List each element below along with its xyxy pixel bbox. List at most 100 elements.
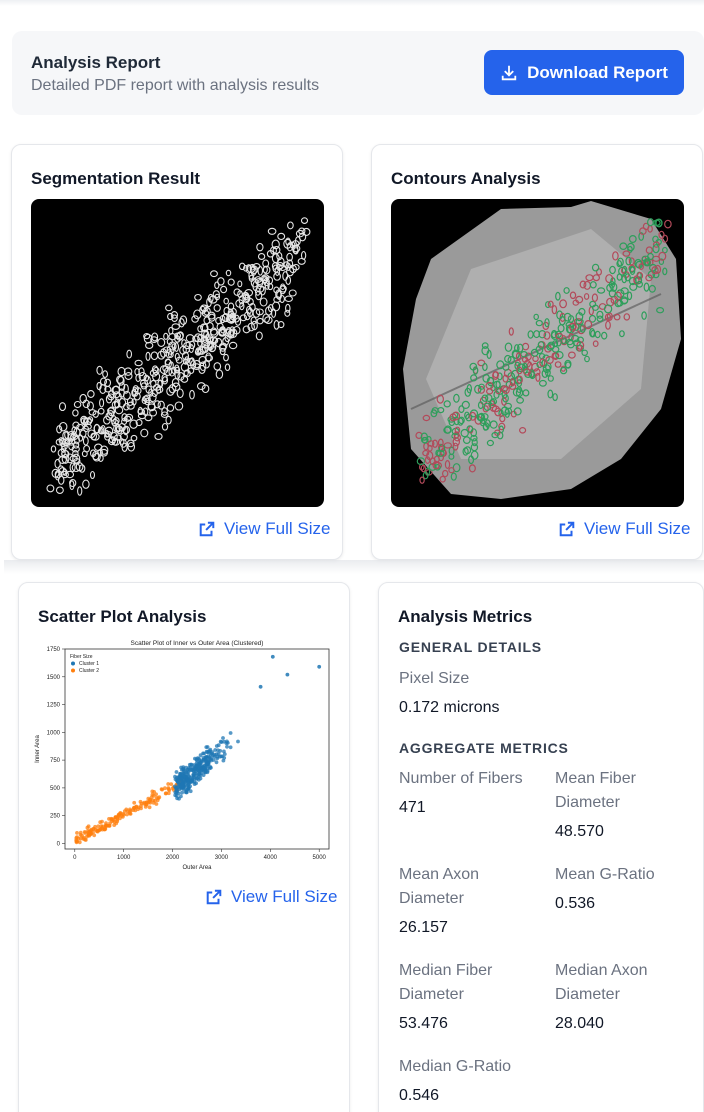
cluster-1-point: [193, 756, 197, 761]
contours-image[interactable]: [391, 199, 684, 507]
fiber-ring: [160, 411, 169, 418]
fiber-ring: [251, 320, 258, 331]
contour-ring: [541, 369, 549, 379]
cluster-2-point: [86, 830, 91, 835]
cluster-2-point: [148, 797, 152, 802]
fiber-ring: [293, 247, 299, 255]
fiber-ring: [132, 387, 139, 397]
cluster-1-point: [194, 761, 199, 765]
fiber-ring: [285, 262, 291, 271]
fiber-ring: [123, 367, 133, 376]
fiber-ring: [152, 366, 160, 376]
fiber-ring: [174, 335, 181, 343]
fiber-ring: [242, 325, 251, 334]
fiber-ring: [168, 341, 177, 351]
scatter-view-full-size-link[interactable]: View Full Size: [205, 887, 337, 907]
fiber-ring: [97, 454, 104, 462]
fiber-ring: [168, 361, 174, 370]
contour-ring: [597, 287, 606, 294]
contour-ring: [492, 371, 499, 380]
contours-view-full-size-link[interactable]: View Full Size: [558, 519, 690, 539]
scatter-plot-image[interactable]: Scatter Plot of Inner vs Outer Area (Clu…: [31, 635, 335, 875]
contour-ring: [554, 361, 562, 368]
scatter-card: Scatter Plot Analysis Scatter Plot of In…: [18, 582, 350, 1112]
external-link-icon: [206, 889, 222, 905]
fiber-ring: [216, 322, 224, 332]
fiber-ring: [257, 278, 264, 288]
segmentation-image[interactable]: [31, 199, 324, 507]
fiber-ring: [182, 358, 189, 365]
contour-ring: [502, 394, 509, 403]
fiber-ring: [87, 429, 96, 439]
num-fibers-label: Number of Fibers: [399, 770, 523, 787]
contour-ring: [422, 414, 431, 422]
fiber-ring: [114, 434, 122, 441]
contour-ring: [458, 416, 465, 425]
y-tick-label: 0: [57, 841, 61, 847]
segmentation-view-full-size-link[interactable]: View Full Size: [198, 519, 330, 539]
contour-ring: [563, 287, 570, 294]
y-tick-label: 500: [50, 786, 61, 792]
contour-ring: [579, 280, 587, 289]
fiber-ring: [233, 288, 241, 296]
contour-ring: [457, 417, 464, 426]
contour-ring: [538, 329, 547, 339]
fiber-ring: [224, 334, 231, 343]
contour-ring: [662, 246, 668, 254]
fiber-ring: [56, 425, 63, 434]
fiber-ring: [130, 434, 138, 442]
fiber-ring: [104, 378, 112, 387]
contour-ring: [419, 476, 425, 484]
contour-ring: [664, 219, 672, 229]
contour-ring: [644, 258, 651, 266]
fiber-ring: [152, 371, 161, 382]
contour-ring: [436, 449, 445, 457]
contour-ring: [438, 444, 446, 453]
fiber-ring: [277, 232, 286, 241]
cluster-2-point: [142, 800, 147, 805]
fiber-ring: [276, 251, 283, 261]
contour-ring: [508, 327, 514, 336]
y-tick-label: 1000: [47, 730, 61, 736]
cluster-2-point: [95, 829, 99, 834]
contour-ring: [461, 400, 470, 409]
contour-ring: [482, 373, 491, 383]
cluster-1-point: [205, 745, 210, 749]
contour-ring: [516, 343, 524, 353]
fiber-ring: [144, 375, 151, 385]
fiber-ring: [50, 445, 57, 453]
legend-marker: [71, 661, 75, 666]
fiber-ring: [255, 331, 263, 341]
contour-ring: [555, 351, 564, 360]
fiber-ring: [239, 314, 248, 322]
fiber-ring: [137, 408, 146, 415]
contour-ring: [433, 455, 440, 463]
cluster-1-point: [179, 784, 184, 789]
contour-ring: [504, 408, 511, 418]
contour-ring: [638, 263, 644, 270]
fiber-ring: [188, 340, 196, 350]
fiber-ring: [73, 400, 82, 409]
fiber-ring: [198, 355, 207, 365]
report-bar: Analysis Report Detailed PDF report with…: [12, 31, 704, 115]
download-report-button[interactable]: Download Report: [484, 50, 684, 95]
contour-ring: [563, 312, 572, 322]
contour-ring: [552, 393, 558, 402]
fiber-ring: [264, 316, 273, 324]
fiber-ring: [69, 462, 76, 473]
cluster-1-point: [184, 790, 189, 795]
contour-ring: [462, 436, 471, 445]
contour-ring: [613, 313, 621, 321]
fiber-ring: [225, 327, 232, 335]
median-g-ratio-value: 0.546: [399, 1087, 440, 1104]
cluster-2-point: [92, 833, 97, 838]
contour-ring: [454, 426, 461, 434]
fiber-ring: [262, 265, 271, 275]
fiber-ring: [284, 295, 293, 303]
contour-ring: [537, 341, 545, 349]
fiber-ring: [80, 417, 89, 426]
chart-title: Scatter Plot of Inner vs Outer Area (Clu…: [131, 640, 264, 647]
contour-ring: [641, 255, 650, 262]
fiber-ring: [201, 384, 210, 394]
fiber-ring: [100, 424, 106, 435]
